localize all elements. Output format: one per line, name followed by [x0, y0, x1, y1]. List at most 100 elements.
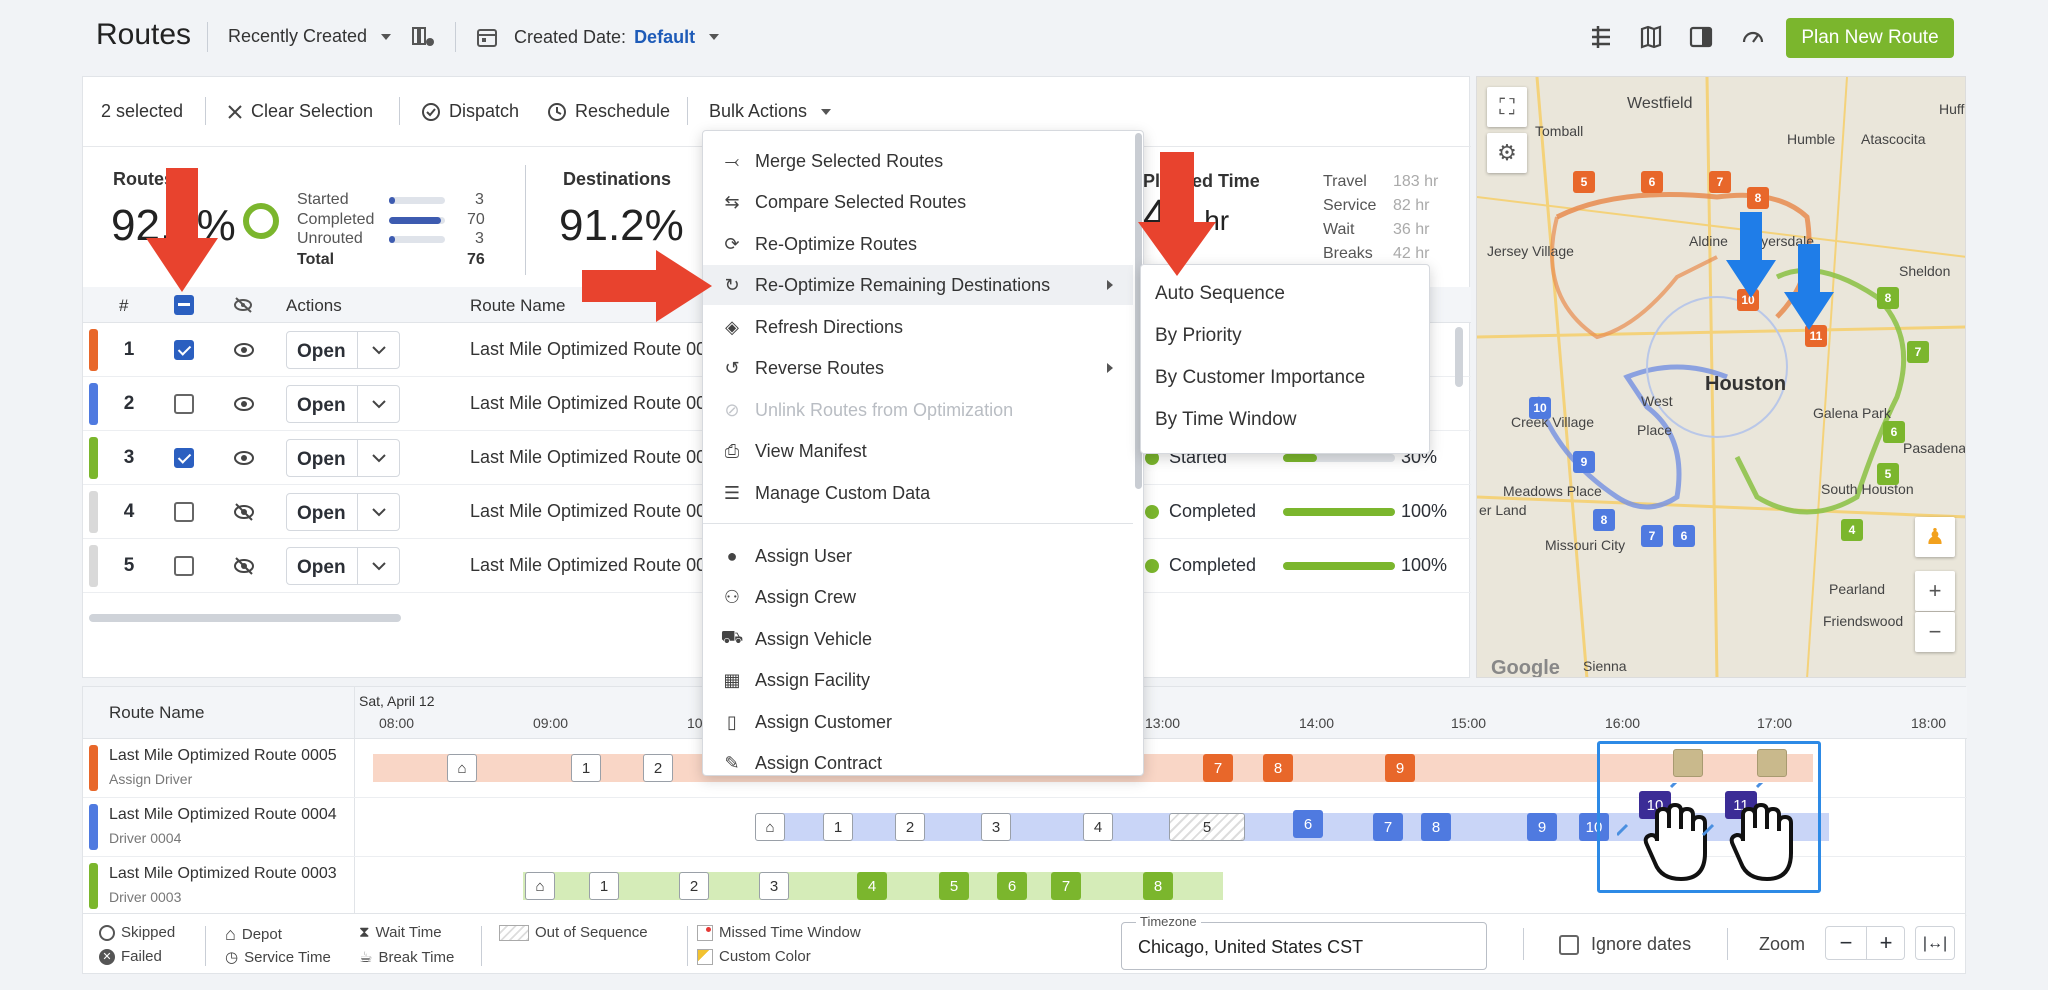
menu-item-assign-vehicle[interactable]: ⛟ Assign Vehicle [720, 627, 873, 649]
zoom-in-button[interactable]: + [1879, 930, 1893, 955]
depot-stop[interactable]: ⌂ [525, 872, 555, 900]
map-stop-marker[interactable]: 7 [1907, 341, 1929, 363]
timeline-stop[interactable]: 7 [1203, 754, 1233, 782]
menu-item-reoptimize-remaining-destinations[interactable]: ↻ Re-Optimize Remaining Destinations [703, 265, 1133, 305]
open-button[interactable]: Open [286, 331, 400, 369]
ignore-dates-checkbox[interactable]: Ignore dates [1559, 934, 1691, 955]
menu-scrollbar[interactable] [1135, 133, 1142, 489]
timeline-stop[interactable]: 9 [1527, 813, 1557, 841]
timeline-stop[interactable]: 8 [1143, 872, 1173, 900]
zoom-out-button[interactable]: − [1839, 930, 1853, 955]
map-stop-marker[interactable]: 10 [1529, 397, 1551, 419]
timeline-stop[interactable]: 1 [571, 754, 601, 782]
map-stop-marker[interactable]: 6 [1641, 171, 1663, 193]
open-button[interactable]: Open [286, 385, 400, 423]
depot-stop[interactable]: ⌂ [447, 754, 477, 782]
timeline-stop[interactable]: 8 [1263, 754, 1293, 782]
horizontal-scrollbar[interactable] [89, 614, 401, 622]
table-row[interactable]: 2 Open Last Mile Optimized Route 0004 [83, 377, 1471, 431]
speedometer-icon[interactable] [1740, 24, 1766, 50]
eye-off-icon[interactable] [233, 556, 255, 576]
menu-item-view-manifest[interactable]: ⎙ View Manifest [703, 431, 1133, 471]
timeline-stop[interactable]: 2 [895, 813, 925, 841]
zoom-out-button[interactable]: − [1915, 612, 1955, 652]
eye-icon[interactable] [233, 450, 255, 466]
column-settings-icon[interactable] [410, 24, 436, 50]
timeline-stop[interactable]: 2 [643, 754, 673, 782]
timeline-stop[interactable]: 2 [679, 872, 709, 900]
route-name[interactable]: Last Mile Optimized Route 0001 [470, 555, 706, 575]
clear-selection-button[interactable]: Clear Selection [227, 101, 373, 122]
open-button[interactable]: Open [286, 493, 400, 531]
row-checkbox[interactable] [174, 502, 194, 522]
map-stop-marker[interactable]: 6 [1673, 525, 1695, 547]
map-stop-marker[interactable]: 9 [1573, 451, 1595, 473]
open-button[interactable]: Open [286, 439, 400, 477]
map-stop-marker[interactable]: 4 [1841, 519, 1863, 541]
sort-dropdown[interactable]: Recently Created [228, 26, 392, 47]
route-name[interactable]: Last Mile Optimized Route 0002 [470, 501, 706, 521]
map-stop-marker[interactable]: 11 [1805, 325, 1827, 347]
fit-width-icon[interactable]: |↔| [1915, 926, 1955, 960]
dispatch-button[interactable]: Dispatch [421, 101, 519, 122]
menu-item-assign-customer[interactable]: ▯ Assign Customer [703, 702, 1133, 742]
map-stop-marker[interactable]: 7 [1709, 171, 1731, 193]
timeline-stop[interactable]: 3 [981, 813, 1011, 841]
assign-driver-link[interactable]: Assign Driver [109, 771, 193, 787]
menu-item-compare-selected-routes[interactable]: ⇆ Compare Selected Routes [703, 182, 1133, 222]
menu-item-assign-crew[interactable]: ⚇ Assign Crew [703, 577, 1133, 617]
table-row[interactable]: 5 Open Last Mile Optimized Route 0001 Co… [83, 539, 1471, 593]
timeline-stop[interactable]: 4 [857, 872, 887, 900]
route-name[interactable]: Last Mile Optimized Route 0005 [470, 339, 706, 359]
table-row[interactable]: 4 Open Last Mile Optimized Route 0002 Co… [83, 485, 1471, 539]
out-of-sequence-stop[interactable]: 5 [1169, 813, 1245, 841]
zoom-in-button[interactable]: + [1915, 571, 1955, 611]
created-date-filter[interactable]: Created Date: Default [476, 26, 720, 48]
map-stop-marker[interactable]: 5 [1573, 171, 1595, 193]
timeline-stop[interactable]: 9 [1385, 754, 1415, 782]
timeline-stop[interactable]: 8 [1421, 813, 1451, 841]
map-stop-marker[interactable]: 5 [1877, 463, 1899, 485]
timeline-stop[interactable]: 5 [939, 872, 969, 900]
vertical-scrollbar[interactable] [1455, 327, 1463, 387]
submenu-item-by-time-window[interactable]: By Time Window [1155, 409, 1297, 430]
depot-stop[interactable]: ⌂ [755, 813, 785, 841]
eye-off-icon[interactable] [233, 502, 255, 522]
reschedule-button[interactable]: Reschedule [547, 101, 670, 122]
select-all-checkbox[interactable] [174, 295, 194, 315]
timeline-stop[interactable]: 6 [997, 872, 1027, 900]
timeline-stop[interactable]: 3 [759, 872, 789, 900]
panel-layout-icon[interactable] [1688, 24, 1714, 50]
map-stop-marker[interactable]: 7 [1641, 525, 1663, 547]
row-checkbox[interactable] [174, 340, 194, 360]
eye-icon[interactable] [233, 342, 255, 358]
timeline-stop[interactable]: 4 [1083, 813, 1113, 841]
eye-icon[interactable] [233, 396, 255, 412]
street-view-pegman-icon[interactable]: ♟ [1915, 517, 1955, 557]
submenu-item-auto-sequence[interactable]: Auto Sequence [1155, 283, 1285, 304]
submenu-item-by-customer-importance[interactable]: By Customer Importance [1155, 367, 1366, 388]
row-checkbox[interactable] [174, 394, 194, 414]
table-row[interactable]: 1 Open Last Mile Optimized Route 0005 [83, 323, 1471, 377]
menu-item-reoptimize-routes[interactable]: ⟳ Re-Optimize Routes [703, 224, 1133, 264]
menu-item-reverse-routes[interactable]: ↺ Reverse Routes [703, 348, 1133, 388]
timeline-stop[interactable]: 6 [1293, 810, 1323, 838]
submenu-item-by-priority[interactable]: By Priority [1155, 325, 1242, 346]
route-name[interactable]: Last Mile Optimized Route 0003 [470, 447, 706, 467]
map-icon[interactable] [1638, 24, 1664, 50]
timeline-stop[interactable]: 1 [589, 872, 619, 900]
plan-new-route-button[interactable]: Plan New Route [1786, 18, 1954, 58]
menu-item-assign-facility[interactable]: ▦ Assign Facility [703, 660, 1133, 700]
filter-settings-icon[interactable] [1588, 24, 1614, 50]
map-stop-marker[interactable]: 8 [1747, 187, 1769, 209]
menu-item-merge-selected-routes[interactable]: ⤙ Merge Selected Routes [703, 141, 1133, 181]
map-settings-gear-icon[interactable]: ⚙ [1487, 133, 1527, 173]
map-stop-marker[interactable]: 6 [1883, 421, 1905, 443]
route-map[interactable]: Westfield Humble Atascocita Huff Jersey … [1476, 76, 1966, 678]
map-stop-marker[interactable]: 8 [1593, 509, 1615, 531]
timeline-stop[interactable]: 7 [1051, 872, 1081, 900]
menu-item-refresh-directions[interactable]: ◈ Refresh Directions [703, 307, 1133, 347]
visibility-toggle-icon[interactable] [233, 295, 255, 315]
map-stop-marker[interactable]: 8 [1877, 287, 1899, 309]
row-checkbox[interactable] [174, 448, 194, 468]
